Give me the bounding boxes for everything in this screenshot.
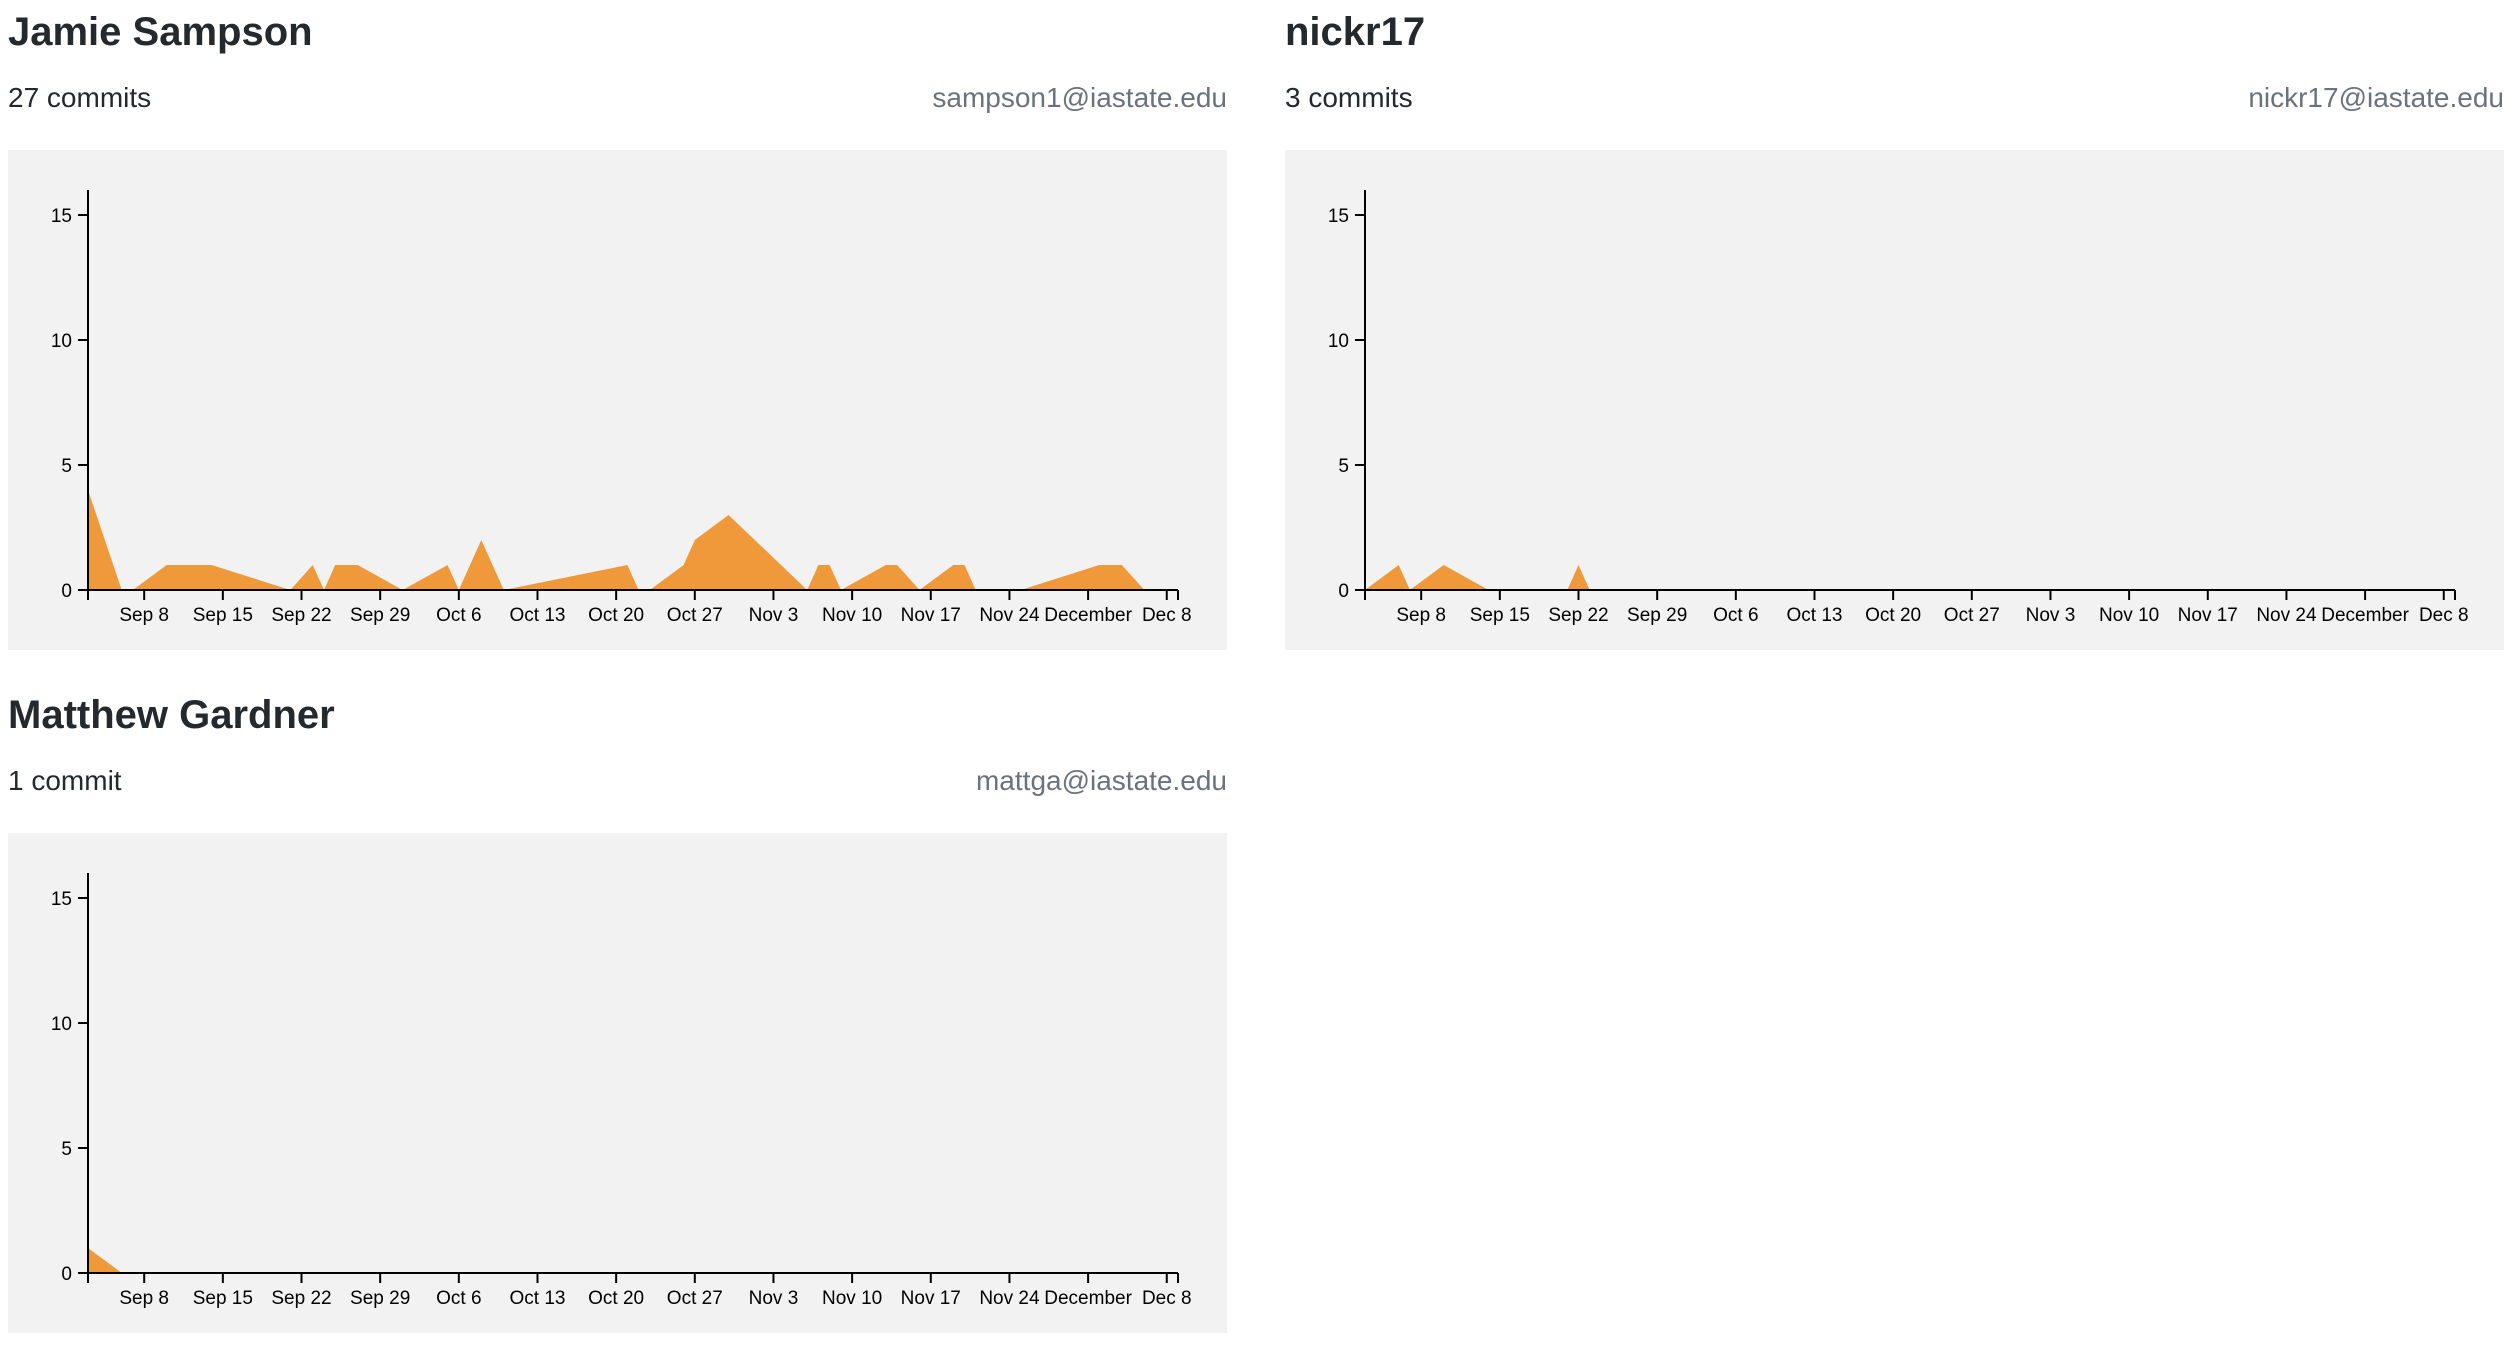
x-tick-label: Sep 15	[193, 605, 253, 626]
y-tick-label: 5	[1338, 456, 1349, 477]
y-tick-label: 0	[61, 1264, 72, 1285]
x-tick-label: Sep 29	[350, 605, 410, 626]
x-tick-label: Nov 3	[2026, 605, 2076, 626]
x-tick-label: Nov 17	[901, 1288, 961, 1309]
commit-count: 27 commits	[8, 82, 152, 113]
x-tick-label: Oct 27	[667, 1288, 723, 1309]
x-tick-label: Sep 15	[193, 1288, 253, 1309]
x-tick-label: Dec 8	[1142, 605, 1192, 626]
contributor-name: Jamie Sampson	[8, 10, 313, 54]
contributor-email: mattga@iastate.edu	[975, 765, 1227, 796]
x-tick-label: Oct 13	[509, 605, 565, 626]
x-tick-label: Dec 8	[1142, 1288, 1192, 1309]
x-tick-label: Oct 13	[1786, 605, 1842, 626]
contributor-card: Matthew Gardner 1 commit mattga@iastate.…	[8, 683, 1227, 1348]
x-tick-label: Nov 24	[2256, 605, 2317, 626]
x-tick-label: Nov 3	[749, 605, 799, 626]
y-tick-label: 5	[61, 456, 72, 477]
x-tick-label: Sep 8	[1396, 605, 1446, 626]
x-tick-label: Nov 3	[749, 1288, 799, 1309]
x-tick-label: Oct 6	[436, 605, 481, 626]
x-tick-label: Sep 22	[271, 605, 331, 626]
x-tick-label: Dec 8	[2419, 605, 2469, 626]
x-tick-label: Sep 8	[119, 1288, 169, 1309]
commit-count: 1 commit	[8, 765, 122, 796]
contributor-name: Matthew Gardner	[8, 693, 335, 737]
contributor-email: nickr17@iastate.edu	[2248, 82, 2504, 113]
x-tick-label: Nov 24	[979, 1288, 1040, 1309]
y-tick-label: 15	[51, 889, 72, 910]
x-tick-label: Oct 27	[667, 605, 723, 626]
commit-count: 3 commits	[1285, 82, 1413, 113]
contributor-email: sampson1@iastate.edu	[932, 82, 1227, 113]
x-tick-label: Sep 15	[1470, 605, 1530, 626]
x-tick-label: Nov 17	[2178, 605, 2238, 626]
commit-area-chart: 0 5 10 15 Sep 8 Sep 15 Sep 22 Sep 29 Oct 6 Oct 13…	[51, 190, 1192, 626]
x-tick-label: Nov 10	[822, 1288, 882, 1309]
contributor-card: nickr17 3 commits nickr17@iastate.edu 0 5…	[1285, 0, 2504, 665]
commit-chart: 0 5 10 15 Sep 8 Sep 15 Sep 22 Sep 29 Oct 6 Oct 13…	[1285, 150, 2504, 650]
x-tick-label: Sep 22	[271, 1288, 331, 1309]
y-tick-label: 5	[61, 1139, 72, 1160]
x-tick-label: Oct 27	[1944, 605, 2000, 626]
x-tick-label: Oct 13	[509, 1288, 565, 1309]
x-tick-label: Oct 20	[588, 1288, 644, 1309]
x-tick-label: Oct 6	[1713, 605, 1758, 626]
commit-area-chart: 0 5 10 15 Sep 8 Sep 15 Sep 22 Sep 29 Oct 6 Oct 13…	[1328, 190, 2469, 626]
commit-area-series	[1365, 565, 1590, 590]
x-tick-label: December	[2321, 605, 2409, 626]
x-tick-label: Nov 10	[822, 605, 882, 626]
commit-area-series	[88, 1248, 122, 1273]
contributor-card: Jamie Sampson 27 commits sampson1@iastat…	[8, 0, 1227, 665]
x-tick-label: Oct 6	[436, 1288, 481, 1309]
commit-chart: 0 5 10 15 Sep 8 Sep 15 Sep 22 Sep 29 Oct 6 Oct 13…	[8, 150, 1227, 650]
x-tick-label: Sep 29	[350, 1288, 410, 1309]
y-tick-label: 0	[1338, 581, 1349, 602]
x-tick-label: Nov 17	[901, 605, 961, 626]
x-tick-label: Sep 8	[119, 605, 169, 626]
y-tick-label: 0	[61, 581, 72, 602]
y-tick-label: 15	[51, 206, 72, 227]
x-tick-label: December	[1044, 605, 1132, 626]
y-tick-label: 10	[51, 1014, 72, 1035]
x-tick-label: Sep 29	[1627, 605, 1687, 626]
x-tick-label: Sep 22	[1548, 605, 1608, 626]
x-tick-label: Oct 20	[1865, 605, 1921, 626]
y-tick-label: 15	[1328, 206, 1349, 227]
x-tick-label: Oct 20	[588, 605, 644, 626]
x-tick-label: December	[1044, 1288, 1132, 1309]
commit-area-chart: 0 5 10 15 Sep 8 Sep 15 Sep 22 Sep 29 Oct 6 Oct 13…	[51, 873, 1192, 1309]
y-tick-label: 10	[51, 331, 72, 352]
contributor-name: nickr17	[1285, 10, 1426, 54]
x-tick-label: Nov 10	[2099, 605, 2159, 626]
x-tick-label: Nov 24	[979, 605, 1040, 626]
commit-area-series	[88, 490, 1145, 590]
commit-chart: 0 5 10 15 Sep 8 Sep 15 Sep 22 Sep 29 Oct 6 Oct 13…	[8, 833, 1227, 1333]
y-tick-label: 10	[1328, 331, 1349, 352]
